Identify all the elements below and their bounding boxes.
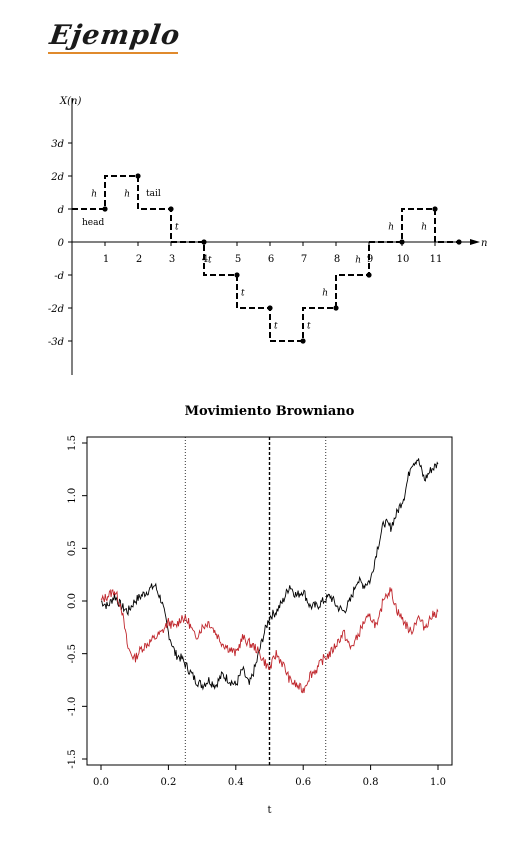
y-tick-label: -2d: [48, 304, 64, 315]
x-tick-label: 0.4: [228, 777, 244, 788]
walk-point: [267, 305, 273, 311]
heading-ejemplo: Ejemplo: [47, 20, 183, 51]
walk-point: [168, 206, 174, 212]
x-tick-label: 0.0: [93, 777, 109, 788]
walk-path: [72, 175, 459, 342]
x-axis-arrow: [470, 239, 480, 245]
annotation-head: head: [82, 218, 104, 228]
y-tick-label: -1.0: [67, 697, 78, 716]
walk-point: [300, 338, 306, 344]
brownian-series-1: [101, 458, 439, 691]
y-axis-label: X(n): [59, 96, 81, 107]
x-tick-label: 10: [397, 254, 410, 265]
step-label: t: [175, 223, 179, 233]
walk-point: [102, 206, 108, 212]
x-tick-label: 1: [103, 254, 109, 265]
heading-underline: [48, 52, 178, 54]
brownian-series-2: [100, 587, 439, 694]
y-tick-label: -d: [54, 271, 64, 282]
y-tick-label: -3d: [48, 337, 64, 348]
step-label: h: [421, 223, 427, 233]
walk-point: [366, 272, 372, 278]
y-tick-label: 2d: [50, 172, 64, 183]
walk-point: [234, 272, 240, 278]
step-label: h: [355, 256, 361, 266]
y-tick-label: 3d: [51, 139, 64, 150]
y-tick-label: d: [58, 205, 64, 216]
x-axis-label: n: [481, 238, 487, 249]
x-tick-label: 7: [301, 254, 307, 265]
y-tick-label: -1.5: [67, 749, 78, 768]
step-label: t: [241, 289, 245, 299]
walk-point: [201, 239, 207, 245]
x-tick-label: 6: [268, 254, 274, 265]
walk-point: [135, 173, 141, 179]
x-axis-label: t: [267, 805, 271, 816]
chart-title: Movimiento Browniano: [185, 404, 355, 419]
step-label: h: [322, 289, 328, 299]
step-label: t: [208, 256, 212, 266]
x-tick-label: 0.6: [295, 777, 311, 788]
x-tick-label: 0.8: [363, 777, 379, 788]
x-tick-label: 2: [136, 254, 142, 265]
y-tick-label: 1.0: [67, 488, 78, 504]
walk-point: [333, 305, 339, 311]
x-tick-label: 3: [169, 254, 175, 265]
step-label: h: [124, 190, 130, 200]
x-tick-label: 8: [334, 254, 340, 265]
x-tick-label: 11: [430, 254, 443, 265]
step-label: t: [274, 322, 278, 332]
x-tick-label: 0.2: [160, 777, 176, 788]
x-tick-label: 1.0: [430, 777, 446, 788]
step-label: h: [388, 223, 394, 233]
y-tick-label: 0.5: [67, 540, 78, 556]
annotation-tail: tail: [146, 189, 161, 199]
walk-point: [456, 239, 462, 245]
y-tick-label: -0.5: [67, 644, 78, 663]
walk-point: [432, 206, 438, 212]
y-tick-label: 0: [58, 238, 65, 249]
step-label: t: [307, 322, 311, 332]
y-tick-label: 0.0: [67, 593, 78, 609]
walk-point: [399, 239, 405, 245]
brownian-motion-chart: Movimiento Browniano 0.0 0.2 0.4 0.6 0.8 1.0 -1…: [67, 404, 453, 816]
plot-frame: [86, 436, 453, 766]
x-tick-label: 5: [235, 254, 241, 265]
y-tick-label: 1.5: [67, 435, 78, 451]
step-label: h: [91, 190, 97, 200]
